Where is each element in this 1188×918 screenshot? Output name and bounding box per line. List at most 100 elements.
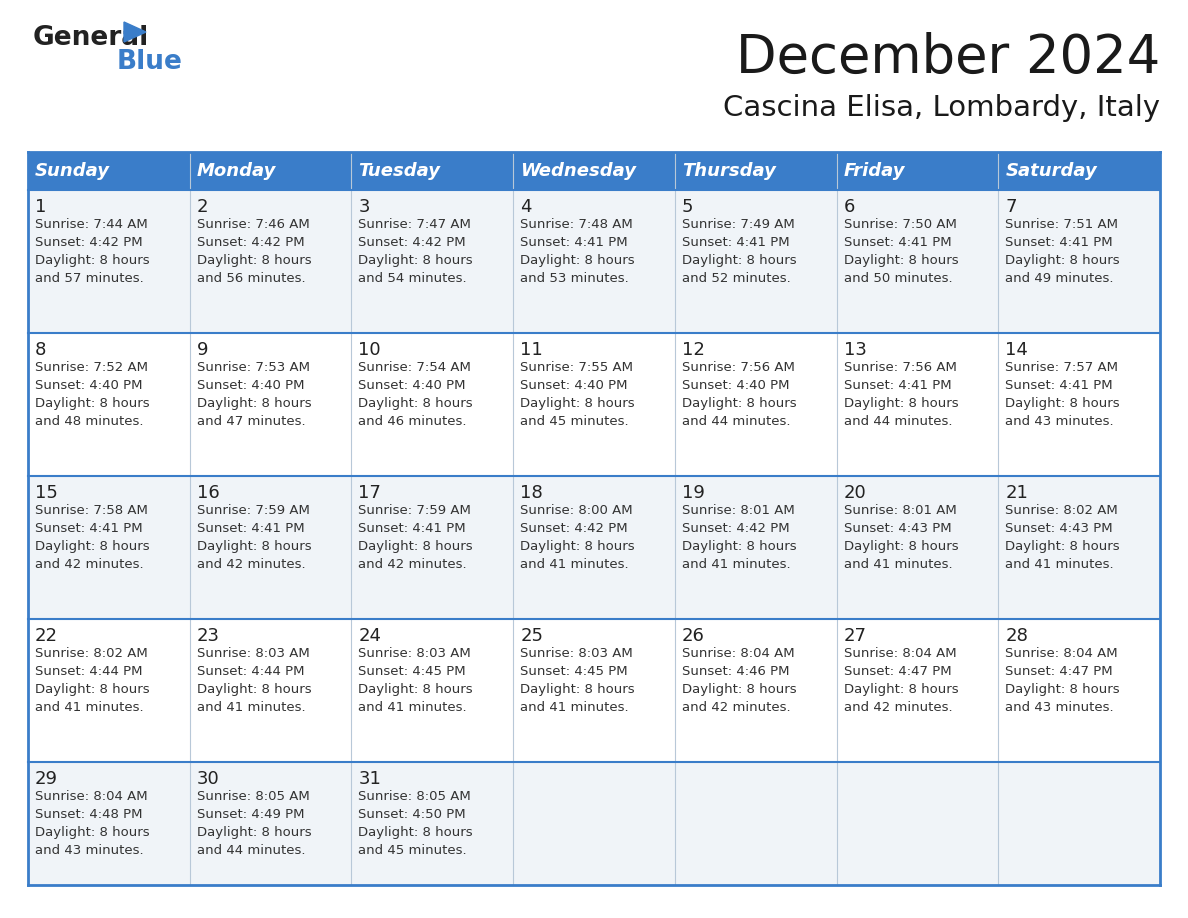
- Text: Sunset: 4:40 PM: Sunset: 4:40 PM: [34, 379, 143, 392]
- Text: 23: 23: [197, 627, 220, 645]
- Text: Sunset: 4:46 PM: Sunset: 4:46 PM: [682, 665, 789, 678]
- Text: and 43 minutes.: and 43 minutes.: [34, 844, 144, 857]
- Text: 3: 3: [359, 198, 369, 216]
- Text: Saturday: Saturday: [1005, 162, 1097, 180]
- Text: Daylight: 8 hours: Daylight: 8 hours: [520, 397, 634, 410]
- Bar: [29, 762, 1159, 885]
- Text: 1: 1: [34, 198, 46, 216]
- Text: Tuesday: Tuesday: [359, 162, 441, 180]
- Text: Sunrise: 8:04 AM: Sunrise: 8:04 AM: [843, 647, 956, 660]
- Text: Daylight: 8 hours: Daylight: 8 hours: [520, 254, 634, 267]
- Text: 10: 10: [359, 341, 381, 359]
- Text: 7: 7: [1005, 198, 1017, 216]
- Text: Sunset: 4:43 PM: Sunset: 4:43 PM: [1005, 522, 1113, 535]
- Text: Daylight: 8 hours: Daylight: 8 hours: [682, 254, 796, 267]
- Text: 5: 5: [682, 198, 694, 216]
- Text: and 47 minutes.: and 47 minutes.: [197, 415, 305, 428]
- Text: 15: 15: [34, 484, 58, 502]
- Bar: [29, 476, 1159, 619]
- Text: Daylight: 8 hours: Daylight: 8 hours: [682, 397, 796, 410]
- Bar: [29, 152, 1159, 190]
- Text: Sunrise: 7:51 AM: Sunrise: 7:51 AM: [1005, 218, 1118, 231]
- Text: Sunrise: 7:49 AM: Sunrise: 7:49 AM: [682, 218, 795, 231]
- Text: Daylight: 8 hours: Daylight: 8 hours: [197, 254, 311, 267]
- Text: Sunrise: 7:48 AM: Sunrise: 7:48 AM: [520, 218, 633, 231]
- Text: Sunrise: 7:58 AM: Sunrise: 7:58 AM: [34, 504, 147, 517]
- Text: Daylight: 8 hours: Daylight: 8 hours: [34, 540, 150, 553]
- Text: Sunrise: 8:04 AM: Sunrise: 8:04 AM: [1005, 647, 1118, 660]
- Polygon shape: [124, 22, 146, 42]
- Text: Friday: Friday: [843, 162, 905, 180]
- Text: 31: 31: [359, 770, 381, 788]
- Text: Sunrise: 7:59 AM: Sunrise: 7:59 AM: [359, 504, 472, 517]
- Text: Sunrise: 7:56 AM: Sunrise: 7:56 AM: [682, 361, 795, 374]
- Text: and 42 minutes.: and 42 minutes.: [34, 558, 144, 571]
- Text: Daylight: 8 hours: Daylight: 8 hours: [843, 540, 959, 553]
- Text: 2: 2: [197, 198, 208, 216]
- Text: and 49 minutes.: and 49 minutes.: [1005, 272, 1114, 285]
- Text: Daylight: 8 hours: Daylight: 8 hours: [1005, 540, 1120, 553]
- Text: Sunrise: 7:52 AM: Sunrise: 7:52 AM: [34, 361, 148, 374]
- Text: and 41 minutes.: and 41 minutes.: [1005, 558, 1114, 571]
- Text: Daylight: 8 hours: Daylight: 8 hours: [1005, 683, 1120, 696]
- Text: Sunday: Sunday: [34, 162, 110, 180]
- Text: 25: 25: [520, 627, 543, 645]
- Text: Sunrise: 8:00 AM: Sunrise: 8:00 AM: [520, 504, 633, 517]
- Text: 8: 8: [34, 341, 46, 359]
- Text: Daylight: 8 hours: Daylight: 8 hours: [682, 683, 796, 696]
- Text: 29: 29: [34, 770, 58, 788]
- Text: and 45 minutes.: and 45 minutes.: [520, 415, 628, 428]
- Text: Sunrise: 8:03 AM: Sunrise: 8:03 AM: [197, 647, 309, 660]
- Text: 19: 19: [682, 484, 704, 502]
- Text: 17: 17: [359, 484, 381, 502]
- Text: 13: 13: [843, 341, 866, 359]
- Text: 4: 4: [520, 198, 532, 216]
- Text: and 46 minutes.: and 46 minutes.: [359, 415, 467, 428]
- Text: Sunset: 4:42 PM: Sunset: 4:42 PM: [197, 236, 304, 249]
- Text: and 52 minutes.: and 52 minutes.: [682, 272, 790, 285]
- Text: and 41 minutes.: and 41 minutes.: [197, 701, 305, 714]
- Text: Daylight: 8 hours: Daylight: 8 hours: [197, 397, 311, 410]
- Text: Thursday: Thursday: [682, 162, 776, 180]
- Text: Daylight: 8 hours: Daylight: 8 hours: [359, 397, 473, 410]
- Text: Daylight: 8 hours: Daylight: 8 hours: [682, 540, 796, 553]
- Text: 20: 20: [843, 484, 866, 502]
- Text: and 45 minutes.: and 45 minutes.: [359, 844, 467, 857]
- Text: and 44 minutes.: and 44 minutes.: [843, 415, 952, 428]
- Text: Daylight: 8 hours: Daylight: 8 hours: [1005, 254, 1120, 267]
- Text: and 56 minutes.: and 56 minutes.: [197, 272, 305, 285]
- Text: Daylight: 8 hours: Daylight: 8 hours: [520, 683, 634, 696]
- Text: Sunrise: 8:01 AM: Sunrise: 8:01 AM: [843, 504, 956, 517]
- Text: Daylight: 8 hours: Daylight: 8 hours: [197, 826, 311, 839]
- Text: 24: 24: [359, 627, 381, 645]
- Text: Sunset: 4:41 PM: Sunset: 4:41 PM: [34, 522, 143, 535]
- Text: Daylight: 8 hours: Daylight: 8 hours: [359, 683, 473, 696]
- Text: Sunrise: 7:46 AM: Sunrise: 7:46 AM: [197, 218, 309, 231]
- Text: Daylight: 8 hours: Daylight: 8 hours: [1005, 397, 1120, 410]
- Text: 18: 18: [520, 484, 543, 502]
- Text: Sunrise: 8:02 AM: Sunrise: 8:02 AM: [1005, 504, 1118, 517]
- Text: Sunset: 4:41 PM: Sunset: 4:41 PM: [843, 236, 952, 249]
- Text: Sunset: 4:43 PM: Sunset: 4:43 PM: [843, 522, 952, 535]
- Text: Sunset: 4:42 PM: Sunset: 4:42 PM: [34, 236, 143, 249]
- Text: Sunrise: 7:47 AM: Sunrise: 7:47 AM: [359, 218, 472, 231]
- Text: Sunset: 4:41 PM: Sunset: 4:41 PM: [1005, 379, 1113, 392]
- Text: Blue: Blue: [116, 49, 183, 75]
- Text: 14: 14: [1005, 341, 1028, 359]
- Text: Daylight: 8 hours: Daylight: 8 hours: [359, 254, 473, 267]
- Text: and 53 minutes.: and 53 minutes.: [520, 272, 628, 285]
- Text: and 48 minutes.: and 48 minutes.: [34, 415, 144, 428]
- Text: 27: 27: [843, 627, 866, 645]
- Text: 22: 22: [34, 627, 58, 645]
- Text: Sunset: 4:45 PM: Sunset: 4:45 PM: [359, 665, 466, 678]
- Text: 16: 16: [197, 484, 220, 502]
- Text: December 2024: December 2024: [735, 32, 1159, 84]
- Text: and 41 minutes.: and 41 minutes.: [520, 558, 628, 571]
- Text: Sunrise: 8:02 AM: Sunrise: 8:02 AM: [34, 647, 147, 660]
- Text: Sunset: 4:41 PM: Sunset: 4:41 PM: [197, 522, 304, 535]
- Text: Sunset: 4:47 PM: Sunset: 4:47 PM: [843, 665, 952, 678]
- Text: Monday: Monday: [197, 162, 276, 180]
- Text: Sunset: 4:40 PM: Sunset: 4:40 PM: [682, 379, 789, 392]
- Text: Sunset: 4:41 PM: Sunset: 4:41 PM: [359, 522, 466, 535]
- Text: and 57 minutes.: and 57 minutes.: [34, 272, 144, 285]
